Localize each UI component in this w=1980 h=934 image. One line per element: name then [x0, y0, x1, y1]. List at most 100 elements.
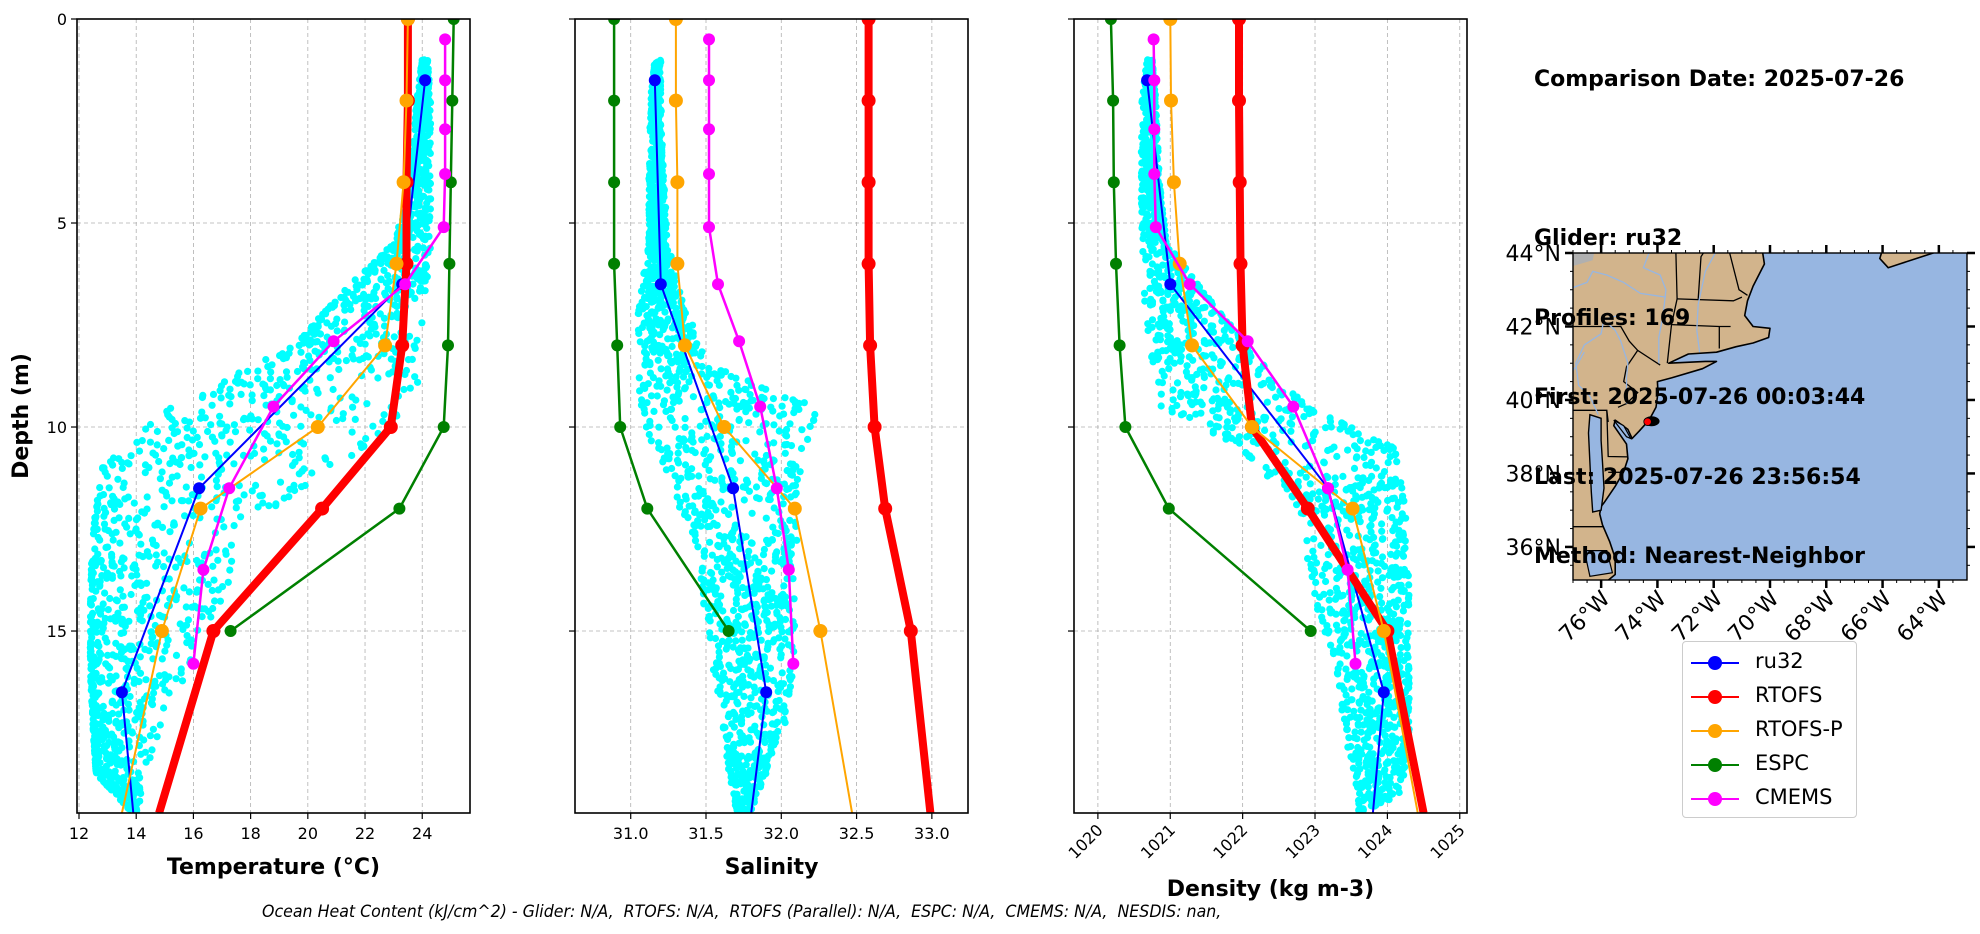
series-marker [703, 33, 715, 46]
glider-point [1394, 596, 1402, 604]
glider-point [1314, 601, 1322, 610]
glider-point [1381, 719, 1389, 727]
glider-point [1312, 578, 1320, 587]
glider-point [1281, 458, 1289, 467]
glider-point [729, 606, 738, 615]
glider-point [96, 678, 104, 686]
glider-point [360, 275, 368, 283]
glider-point [654, 356, 662, 364]
glider-point [211, 597, 219, 605]
glider-point [314, 349, 322, 357]
glider-point [414, 242, 422, 250]
glider-point [329, 385, 337, 394]
glider-point [97, 774, 105, 782]
glider-point [414, 93, 422, 101]
glider-point [282, 438, 290, 446]
glider-point [747, 694, 755, 702]
glider-point [302, 406, 310, 414]
glider-point [732, 798, 740, 807]
glider-point [136, 653, 144, 661]
glider-point [702, 417, 710, 425]
glider-point [685, 378, 693, 386]
glider-point [1247, 352, 1255, 360]
glider-point [133, 438, 141, 446]
series-marker [115, 686, 128, 699]
glider-point [425, 162, 433, 170]
glider-point [305, 352, 313, 360]
glider-point [667, 357, 675, 365]
glider-point [743, 651, 752, 660]
glider-point [134, 514, 142, 522]
glider-point [1354, 721, 1362, 729]
glider-point [138, 617, 146, 625]
glider-point [185, 588, 193, 596]
glider-point [768, 749, 776, 757]
glider-point [1340, 626, 1348, 634]
glider-point [650, 328, 658, 336]
glider-point [786, 683, 795, 691]
glider-point [168, 473, 176, 481]
glider-point [102, 749, 110, 757]
series-marker [608, 94, 621, 107]
glider-point [733, 790, 741, 798]
glider-point [1381, 778, 1389, 787]
series-marker [443, 257, 456, 270]
glider-point [704, 495, 712, 503]
glider-point [120, 655, 129, 663]
series-marker [813, 624, 828, 638]
glider-point [769, 523, 777, 531]
glider-point [764, 639, 772, 647]
glider-point [774, 727, 782, 736]
glider-point [671, 423, 679, 431]
glider-point [118, 458, 126, 467]
series-marker [389, 256, 404, 271]
glider-point [638, 396, 646, 404]
glider-point [649, 374, 658, 382]
glider-point [150, 689, 158, 697]
glider-point [731, 568, 739, 576]
glider-point [143, 593, 151, 602]
glider-point [697, 352, 705, 360]
glider-point [646, 199, 654, 208]
glider-point [419, 244, 427, 252]
glider-point [384, 272, 392, 280]
series-rtofs [861, 19, 935, 813]
glider-point [733, 381, 741, 389]
glider-point [715, 674, 723, 682]
glider-point [260, 392, 268, 400]
glider-point [204, 580, 212, 589]
glider-point [180, 584, 188, 592]
glider-point [135, 551, 143, 559]
glider-point [706, 512, 715, 520]
glider-point [1165, 365, 1173, 373]
glider-point [770, 737, 778, 745]
glider-point [721, 368, 730, 376]
glider-point [715, 543, 723, 551]
glider-point [1399, 607, 1407, 615]
glider-point [745, 419, 753, 427]
glider-point [101, 744, 109, 752]
glider-point [94, 533, 102, 542]
glider-point [647, 392, 656, 400]
glider-point [118, 464, 126, 472]
glider-point [730, 774, 738, 782]
glider-point [230, 460, 238, 468]
glider-point [266, 386, 274, 394]
glider-point [790, 409, 798, 417]
glider-point [776, 412, 784, 420]
glider-point [1368, 493, 1376, 501]
glider-point [728, 503, 736, 511]
glider-point [267, 368, 275, 376]
glider-point [353, 335, 361, 343]
glider-point [1400, 497, 1408, 505]
glider-point [127, 452, 135, 460]
series-marker [903, 624, 918, 638]
glider-point [254, 367, 262, 375]
glider-point [1193, 299, 1201, 307]
glider-point [240, 380, 248, 388]
glider-point [116, 586, 124, 594]
glider-point [91, 545, 99, 553]
series-marker [442, 339, 454, 352]
glider-point [141, 469, 149, 477]
glider-point [1365, 476, 1373, 485]
